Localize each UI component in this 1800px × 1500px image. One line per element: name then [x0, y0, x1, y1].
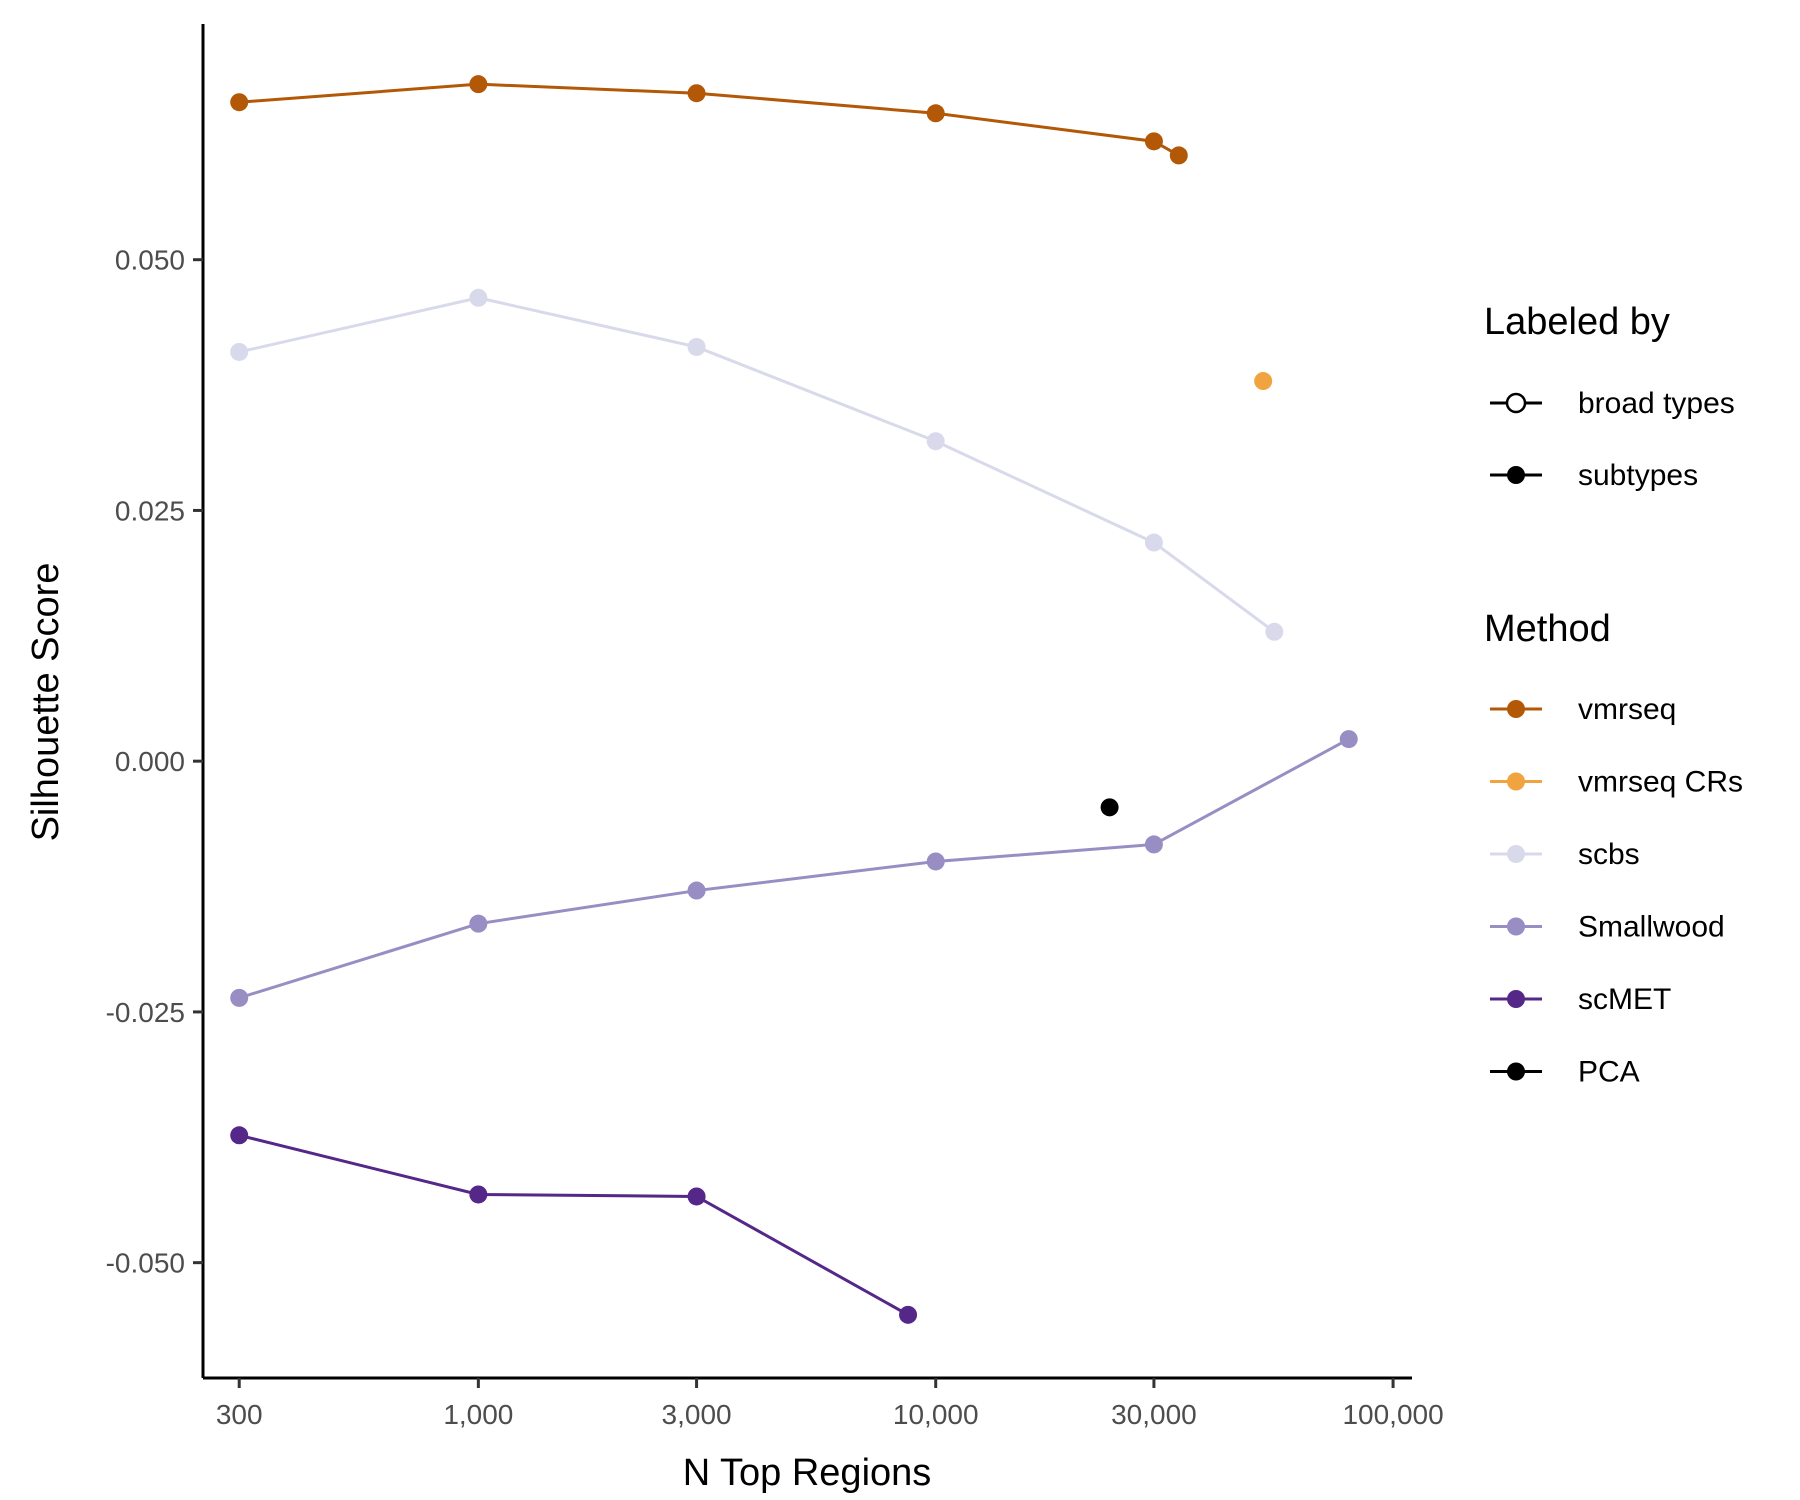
- data-point-scbs: [1144, 533, 1163, 552]
- legend-key-scmet: [1507, 990, 1525, 1008]
- data-point-scmet: [899, 1305, 918, 1324]
- data-point-scmet: [230, 1126, 249, 1145]
- data-point-scmet: [469, 1185, 488, 1204]
- legend-label-smallwood: Smallwood: [1578, 911, 1725, 944]
- legend-labeled-by-entries: broad types subtypes: [1490, 387, 1735, 492]
- data-point-vmrseq: [1169, 146, 1188, 165]
- legend-key-vmrseq-crs: [1507, 772, 1525, 791]
- data-point-scbs: [230, 342, 249, 361]
- legend-label-vmrseq-crs: vmrseq CRs: [1578, 766, 1743, 799]
- legend-label-broad-types: broad types: [1578, 387, 1735, 420]
- legend-key-vmrseq: [1507, 700, 1525, 718]
- x-tick-label: 30,000: [1111, 1399, 1197, 1430]
- legend-label-vmrseq: vmrseq: [1578, 693, 1676, 726]
- series-line-smallwood: [238, 737, 1350, 1000]
- series-line-scbs: [238, 296, 1276, 634]
- x-tick-label: 1,000: [443, 1399, 513, 1430]
- y-axis-title: Silhouette Score: [25, 563, 67, 842]
- data-point-vmrseq: [469, 75, 488, 94]
- x-tick-label: 100,000: [1342, 1399, 1443, 1430]
- y-tick-label: 0.025: [115, 495, 185, 526]
- plot-points: [230, 75, 1358, 1324]
- legend-key-filled-circle: [1507, 466, 1525, 484]
- data-point-scmet: [687, 1187, 706, 1206]
- legend-method-entries: vmrseq vmrseq CRs scbs Smallwood scMET PCA: [1490, 693, 1743, 1089]
- data-point-vmrseq-crs: [1254, 372, 1273, 391]
- data-point-smallwood: [1144, 835, 1163, 854]
- legend-label-scmet: scMET: [1578, 983, 1671, 1016]
- x-axis-title: N Top Regions: [683, 1452, 932, 1494]
- legend-key-pca: [1507, 1062, 1525, 1081]
- legend-key-scbs: [1507, 845, 1525, 863]
- data-point-scbs: [469, 288, 488, 307]
- data-point-smallwood: [469, 914, 488, 933]
- legend-key-smallwood: [1507, 917, 1525, 936]
- legend: Labeled by broad types subtypes Method vm…: [1484, 301, 1743, 1089]
- data-point-vmrseq: [687, 84, 706, 103]
- legend-label-pca: PCA: [1578, 1056, 1640, 1089]
- data-point-vmrseq: [1144, 132, 1163, 151]
- legend-title-labeled-by: Labeled by: [1484, 301, 1670, 343]
- y-tick-label: -0.025: [106, 997, 185, 1028]
- data-point-scbs: [926, 432, 945, 451]
- data-point-pca: [1100, 798, 1119, 817]
- data-point-smallwood: [926, 852, 945, 871]
- y-tick-label: 0.000: [115, 746, 185, 777]
- legend-key-open-circle: [1505, 392, 1527, 414]
- legend-title-method: Method: [1484, 608, 1611, 650]
- legend-label-scbs: scbs: [1578, 838, 1640, 871]
- data-point-scbs: [687, 337, 706, 356]
- plot-lines: [238, 82, 1350, 1317]
- series-line-vmrseq: [239, 82, 1180, 157]
- data-point-smallwood: [687, 881, 706, 900]
- data-point-vmrseq: [230, 93, 249, 112]
- x-tick-label: 300: [216, 1399, 263, 1430]
- series-line-scmet: [238, 1133, 909, 1317]
- x-tick-label: 10,000: [893, 1399, 979, 1430]
- y-ticks: -0.050 -0.025 0.000 0.025 0.050: [106, 245, 203, 1279]
- data-point-scbs: [1265, 622, 1284, 641]
- data-point-smallwood: [230, 988, 249, 1007]
- y-tick-label: -0.050: [106, 1248, 185, 1279]
- data-point-smallwood: [1339, 730, 1358, 749]
- legend-label-subtypes: subtypes: [1578, 459, 1698, 492]
- y-tick-label: 0.050: [115, 245, 185, 276]
- x-ticks: 300 1,000 3,000 10,000 30,000 100,000: [216, 1378, 1444, 1430]
- x-tick-label: 3,000: [662, 1399, 732, 1430]
- data-point-vmrseq: [926, 104, 945, 123]
